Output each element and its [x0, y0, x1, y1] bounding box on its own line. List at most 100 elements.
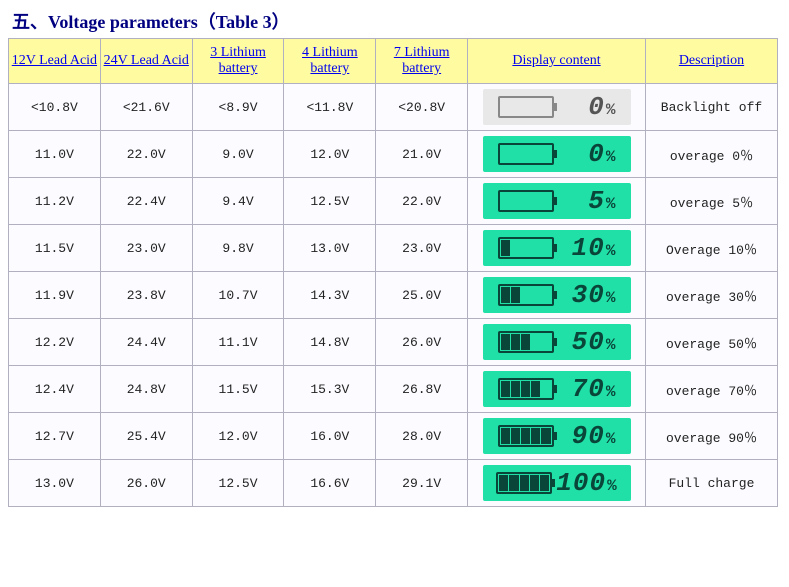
battery-icon — [498, 190, 554, 212]
lcd-display: 0% — [483, 136, 631, 172]
lcd-display: 30% — [483, 277, 631, 313]
battery-icon — [498, 237, 554, 259]
lcd-display: 70% — [483, 371, 631, 407]
col-desc: Description — [645, 39, 777, 84]
voltage-cell: 13.0V — [284, 225, 376, 272]
table-row: 12.7V25.4V12.0V16.0V28.0V 90% overage 90％ — [9, 413, 778, 460]
voltage-cell: 12.0V — [192, 413, 284, 460]
voltage-cell: <8.9V — [192, 84, 284, 131]
lcd-display: 100% — [483, 465, 631, 501]
description-cell: overage 30％ — [645, 272, 777, 319]
description-cell: overage 90％ — [645, 413, 777, 460]
voltage-cell: 26.8V — [376, 366, 468, 413]
voltage-cell: 12.0V — [284, 131, 376, 178]
battery-icon — [498, 425, 554, 447]
voltage-cell: 25.4V — [100, 413, 192, 460]
battery-icon — [498, 284, 554, 306]
voltage-cell: 25.0V — [376, 272, 468, 319]
voltage-cell: <11.8V — [284, 84, 376, 131]
table-row: 11.9V23.8V10.7V14.3V25.0V 30% overage 30％ — [9, 272, 778, 319]
description-cell: overage 50％ — [645, 319, 777, 366]
col-3li: 3 Lithium battery — [192, 39, 284, 84]
voltage-cell: 14.3V — [284, 272, 376, 319]
table-row: 11.5V23.0V9.8V13.0V23.0V10%Overage 10％ — [9, 225, 778, 272]
voltage-cell: 22.0V — [376, 178, 468, 225]
voltage-cell: 11.2V — [9, 178, 101, 225]
col-display: Display content — [468, 39, 646, 84]
percent-readout: 30% — [558, 280, 616, 310]
voltage-cell: 26.0V — [100, 460, 192, 507]
percent-readout: 70% — [558, 374, 616, 404]
battery-icon — [498, 143, 554, 165]
voltage-cell: 9.4V — [192, 178, 284, 225]
description-cell: overage 0％ — [645, 131, 777, 178]
battery-icon — [496, 472, 552, 494]
table-row: 12.4V24.8V11.5V15.3V26.8V 70% overage 70％ — [9, 366, 778, 413]
description-cell: overage 70％ — [645, 366, 777, 413]
voltage-cell: <21.6V — [100, 84, 192, 131]
lcd-display: 50% — [483, 324, 631, 360]
voltage-cell: 23.0V — [100, 225, 192, 272]
voltage-cell: 21.0V — [376, 131, 468, 178]
voltage-cell: 28.0V — [376, 413, 468, 460]
voltage-cell: 9.8V — [192, 225, 284, 272]
description-cell: overage 5％ — [645, 178, 777, 225]
page-title: 五、Voltage parameters（Table 3） — [12, 8, 781, 34]
col-4li: 4 Lithium battery — [284, 39, 376, 84]
display-cell: 5% — [468, 178, 646, 225]
display-cell: 50% — [468, 319, 646, 366]
table-header-row: 12V Lead Acid 24V Lead Acid 3 Lithium ba… — [9, 39, 778, 84]
col-24v: 24V Lead Acid — [100, 39, 192, 84]
table-row: 11.0V22.0V9.0V12.0V21.0V 0% overage 0％ — [9, 131, 778, 178]
voltage-cell: 12.2V — [9, 319, 101, 366]
battery-icon — [498, 96, 554, 118]
voltage-cell: <10.8V — [9, 84, 101, 131]
display-cell: 70% — [468, 366, 646, 413]
display-cell: 0% — [468, 131, 646, 178]
voltage-cell: 11.1V — [192, 319, 284, 366]
voltage-cell: 24.8V — [100, 366, 192, 413]
description-cell: Overage 10％ — [645, 225, 777, 272]
percent-readout: 5% — [558, 186, 616, 216]
display-cell: 30% — [468, 272, 646, 319]
display-cell: 90% — [468, 413, 646, 460]
voltage-cell: 11.0V — [9, 131, 101, 178]
col-12v: 12V Lead Acid — [9, 39, 101, 84]
voltage-cell: 16.0V — [284, 413, 376, 460]
voltage-cell: 24.4V — [100, 319, 192, 366]
voltage-cell: 16.6V — [284, 460, 376, 507]
voltage-cell: 23.0V — [376, 225, 468, 272]
voltage-cell: <20.8V — [376, 84, 468, 131]
display-cell: 10% — [468, 225, 646, 272]
display-cell: 100% — [468, 460, 646, 507]
voltage-cell: 11.5V — [192, 366, 284, 413]
table-row: 11.2V22.4V9.4V12.5V22.0V5%overage 5％ — [9, 178, 778, 225]
percent-readout: 10% — [558, 233, 616, 263]
voltage-cell: 29.1V — [376, 460, 468, 507]
voltage-cell: 23.8V — [100, 272, 192, 319]
voltage-cell: 12.5V — [192, 460, 284, 507]
voltage-cell: 22.0V — [100, 131, 192, 178]
voltage-cell: 22.4V — [100, 178, 192, 225]
percent-readout: 50% — [558, 327, 616, 357]
lcd-display: 90% — [483, 418, 631, 454]
table-row: <10.8V<21.6V<8.9V<11.8V<20.8V0%Backlight… — [9, 84, 778, 131]
percent-readout: 0% — [558, 139, 616, 169]
table-row: 12.2V24.4V11.1V14.8V26.0V50%overage 50％ — [9, 319, 778, 366]
voltage-cell: 9.0V — [192, 131, 284, 178]
voltage-cell: 12.7V — [9, 413, 101, 460]
percent-readout: 90% — [558, 421, 616, 451]
voltage-cell: 11.9V — [9, 272, 101, 319]
lcd-display: 10% — [483, 230, 631, 266]
percent-readout: 100% — [556, 468, 616, 498]
voltage-cell: 11.5V — [9, 225, 101, 272]
lcd-display: 5% — [483, 183, 631, 219]
voltage-cell: 12.4V — [9, 366, 101, 413]
percent-readout: 0% — [558, 92, 616, 122]
voltage-table: 12V Lead Acid 24V Lead Acid 3 Lithium ba… — [8, 38, 778, 507]
voltage-cell: 15.3V — [284, 366, 376, 413]
voltage-cell: 10.7V — [192, 272, 284, 319]
lcd-display: 0% — [483, 89, 631, 125]
battery-icon — [498, 331, 554, 353]
table-row: 13.0V26.0V12.5V16.6V29.1V100%Full charge — [9, 460, 778, 507]
